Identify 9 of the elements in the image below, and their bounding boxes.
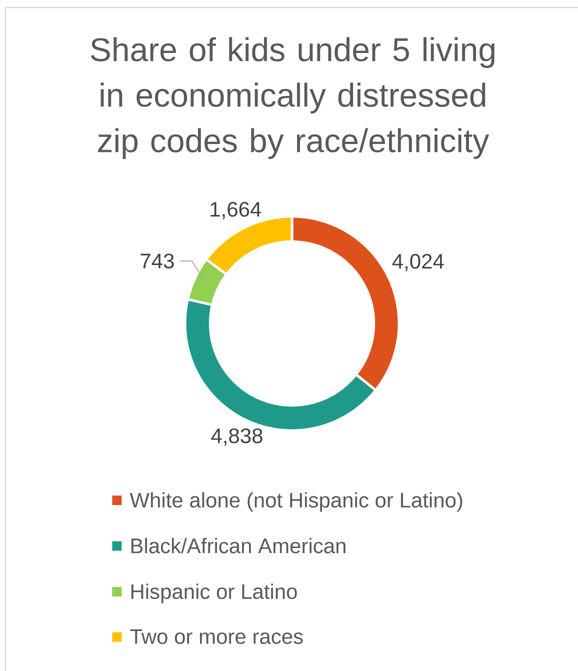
data-label: 743	[140, 254, 174, 268]
chart-title: Share of kids under 5 living in economically distressed zip codes by race/ethnicity	[90, 37, 494, 159]
data-label: 4,024	[392, 254, 444, 272]
legend-label: Two or more races	[130, 629, 303, 644]
data-label: 4,838	[211, 428, 262, 446]
legend-label: White alone (not Hispanic or Latino)	[130, 492, 462, 512]
legend-label: Hispanic or Latino	[131, 584, 297, 604]
data-label: 1,664	[210, 202, 262, 220]
legend-label: Black/African American	[131, 538, 346, 554]
